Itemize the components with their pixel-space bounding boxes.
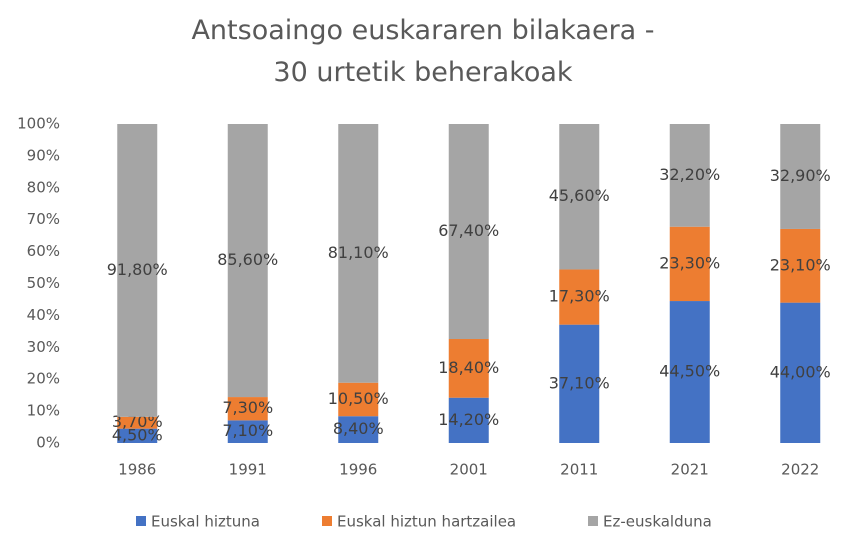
legend-swatch: [588, 516, 598, 526]
bar-segment: [780, 124, 821, 229]
bar-segment: [559, 269, 600, 325]
legend-label: Euskal hiztun hartzailea: [337, 513, 516, 531]
y-tick-label: 30%: [27, 338, 60, 356]
data-label: 18,40%: [438, 358, 499, 377]
data-label: 81,10%: [328, 243, 389, 262]
data-label: 85,60%: [217, 250, 278, 269]
y-tick-label: 0%: [36, 434, 60, 452]
data-label: 45,60%: [549, 186, 610, 205]
bar-segment: [559, 324, 600, 443]
legend-swatch: [136, 516, 146, 526]
data-label: 44,50%: [659, 362, 720, 381]
y-tick-label: 50%: [27, 274, 60, 292]
bar-segment: [669, 301, 710, 443]
bar-segment: [448, 339, 489, 398]
bar-segment: [338, 124, 379, 383]
x-tick-label: 1991: [229, 461, 267, 479]
data-label: 37,10%: [549, 373, 610, 392]
bar-segment: [448, 124, 489, 340]
y-tick-label: 70%: [27, 210, 60, 228]
bar-segment: [780, 228, 821, 303]
data-label: 14,20%: [438, 410, 499, 429]
x-tick-label: 2021: [671, 461, 709, 479]
y-tick-label: 80%: [27, 178, 60, 196]
data-label: 23,30%: [659, 253, 720, 272]
data-label: 67,40%: [438, 221, 499, 240]
x-tick-label: 2011: [560, 461, 598, 479]
chart-title: Antsoaingo euskararen bilakaera - 30 urt…: [191, 15, 655, 88]
bar-segment: [227, 397, 268, 421]
data-label: 17,30%: [549, 287, 610, 306]
bar-segment: [780, 302, 821, 443]
legend-swatch: [322, 516, 332, 526]
data-label: 10,50%: [328, 389, 389, 408]
x-tick-label: 1986: [118, 461, 156, 479]
bar-segment: [338, 416, 379, 443]
y-tick-label: 60%: [27, 242, 60, 260]
legend-label: Euskal hiztuna: [151, 513, 260, 531]
data-label: 23,10%: [770, 255, 831, 274]
bar-segment: [227, 124, 268, 398]
data-label: 7,30%: [222, 398, 273, 417]
data-label: 7,10%: [222, 421, 273, 440]
data-label: 8,40%: [333, 419, 384, 438]
data-label: 3,70%: [112, 412, 163, 431]
bar-segment: [117, 428, 158, 443]
y-tick-label: 20%: [27, 370, 60, 388]
x-tick-label: 2022: [781, 461, 819, 479]
bar-segment: [117, 416, 158, 429]
data-label: 4,50%: [112, 425, 163, 444]
y-tick-label: 90%: [27, 146, 60, 164]
x-tick-label: 1996: [339, 461, 377, 479]
bar-segment: [669, 226, 710, 302]
bar-segment: [338, 382, 379, 417]
y-tick-label: 100%: [17, 115, 60, 133]
bar-segment: [117, 124, 158, 417]
data-label: 32,90%: [770, 166, 831, 185]
bar-segment: [448, 397, 489, 443]
bar-segment: [227, 420, 268, 443]
data-label: 44,00%: [770, 362, 831, 381]
data-label: 32,20%: [659, 165, 720, 184]
x-tick-label: 2001: [450, 461, 488, 479]
legend-label: Ez-euskalduna: [603, 513, 712, 531]
y-tick-label: 10%: [27, 402, 60, 420]
y-tick-label: 40%: [27, 306, 60, 324]
bar-segment: [559, 124, 600, 270]
data-label: 91,80%: [107, 260, 168, 279]
bar-segment: [669, 124, 710, 227]
